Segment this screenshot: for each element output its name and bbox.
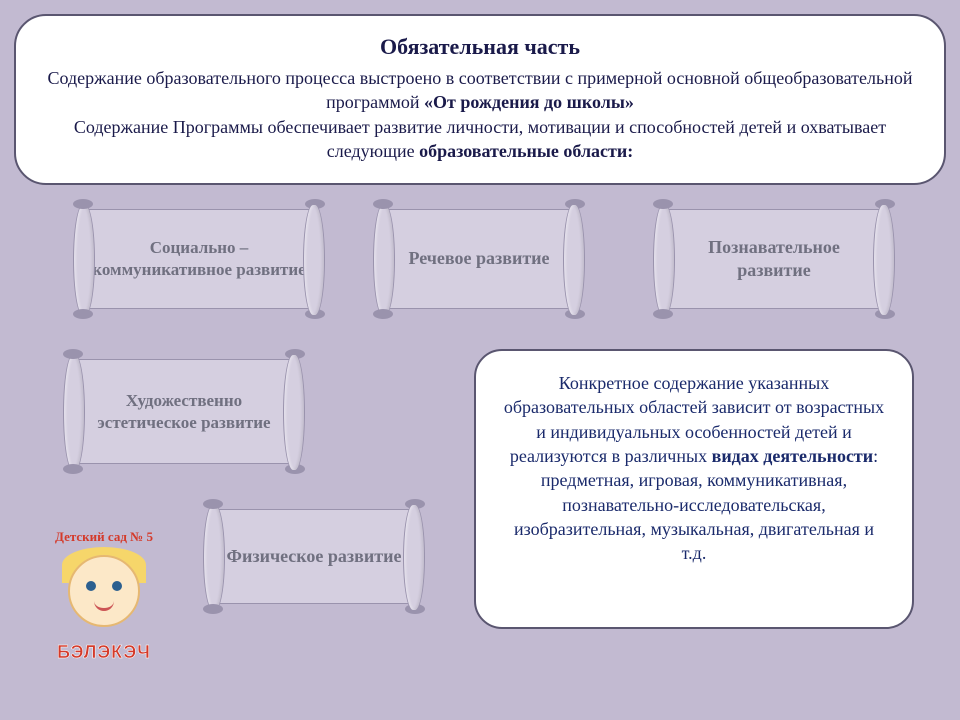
scroll-box: Физическое развитие xyxy=(214,509,414,604)
header-bold1: «От рождения до школы» xyxy=(424,92,634,112)
header-bold2: образовательные области: xyxy=(419,141,633,161)
scroll-label: Социально – коммуникативное развитие xyxy=(92,237,306,281)
scroll-box: Познавательное развитие xyxy=(664,209,884,309)
scroll-label: Художественно эстетическое развитие xyxy=(82,390,286,434)
logo-name: БЭЛЭКЭЧ xyxy=(34,642,174,663)
scroll-label: Речевое развитие xyxy=(408,247,549,270)
scroll-label: Физическое развитие xyxy=(227,545,402,568)
logo: Детский сад № 5 БЭЛЭКЭЧ xyxy=(34,527,174,667)
scroll-box: Речевое развитие xyxy=(384,209,574,309)
scroll-box: Социально – коммуникативное развитие xyxy=(84,209,314,309)
logo-face-icon xyxy=(68,555,140,627)
slide: Обязательная часть Содержание образовате… xyxy=(0,0,960,720)
header-body: Содержание образовательного процесса выс… xyxy=(42,66,918,163)
logo-arc-text: Детский сад № 5 xyxy=(34,529,174,545)
scrolls-area: Социально – коммуникативное развитие Рече… xyxy=(14,199,946,679)
header-box: Обязательная часть Содержание образовате… xyxy=(14,14,946,185)
scroll-label: Познавательное развитие xyxy=(672,236,876,283)
note-bold: видах деятельности xyxy=(712,446,874,466)
note-box: Конкретное содержание указанных образова… xyxy=(474,349,914,629)
header-title: Обязательная часть xyxy=(42,34,918,60)
scroll-box: Художественно эстетическое развитие xyxy=(74,359,294,464)
